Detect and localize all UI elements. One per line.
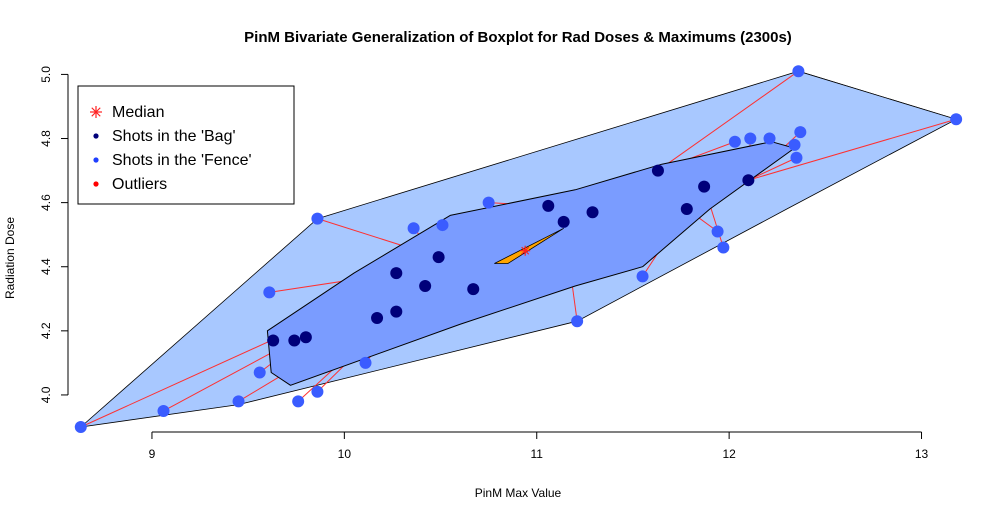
fence-point: [157, 404, 170, 417]
x-axis: 9 10 11 12 13: [149, 431, 929, 461]
fence-point: [74, 421, 87, 433]
bag-point: [542, 199, 555, 212]
bag-point: [432, 251, 445, 264]
fence-point: [794, 126, 807, 139]
asterisk-stroke: [521, 246, 530, 255]
x-tick-label: 9: [149, 447, 156, 461]
legend: Median Shots in the 'Bag' Shots in the '…: [77, 85, 295, 205]
fence-point: [711, 225, 724, 238]
fence-point: [950, 113, 963, 126]
y-axis: 4.0 4.2 4.4 4.6 4.8 5.0: [39, 66, 69, 403]
bag-point: [299, 331, 312, 344]
y-axis-label: Radiation Dose: [3, 217, 17, 299]
fence-point: [717, 241, 730, 254]
fence-point: [311, 212, 324, 225]
bag-point: [419, 279, 432, 292]
y-tick-label: 4.2: [39, 322, 53, 339]
bag-point: [557, 215, 570, 228]
bag-point: [586, 206, 599, 219]
fence-points: [74, 65, 963, 433]
bag-point: [742, 174, 755, 187]
legend-median-marker: [90, 106, 102, 118]
fence-point: [311, 385, 324, 398]
fence-point: [788, 138, 801, 151]
fence-line: [657, 70, 799, 171]
fence-line: [80, 340, 272, 428]
bag-point: [467, 283, 480, 296]
fence-point: [744, 132, 757, 145]
legend-fence-dot: [93, 157, 99, 163]
x-tick-label: 13: [915, 447, 929, 461]
bag-point: [390, 305, 403, 318]
legend-label-outliers: Outliers: [112, 176, 167, 193]
y-tick-label: 4.6: [39, 194, 53, 211]
fence-point: [359, 356, 372, 369]
fence-point: [790, 151, 803, 164]
y-tick-label: 4.4: [39, 258, 53, 275]
legend-entry-outliers: Outliers: [93, 176, 167, 193]
fence-point: [482, 196, 495, 209]
fence-point: [636, 270, 649, 283]
legend-label-fence: Shots in the 'Fence': [112, 152, 252, 169]
fence-line: [748, 157, 797, 181]
bag-point: [680, 203, 693, 216]
asterisk-stroke: [91, 107, 101, 117]
legend-box: [77, 85, 295, 205]
bag-point: [267, 334, 280, 347]
fence-point: [728, 135, 741, 148]
y-tick-label: 4.8: [39, 130, 53, 147]
bag-point: [698, 180, 711, 193]
fence-point: [763, 132, 776, 145]
x-tick-label: 10: [338, 447, 352, 461]
fence-line: [748, 118, 957, 181]
bag-point: [288, 334, 301, 347]
x-tick-label: 12: [722, 447, 736, 461]
x-tick-label: 11: [531, 447, 544, 461]
legend-label-median: Median: [112, 104, 164, 121]
plot-area: [74, 65, 963, 433]
bag-points: [267, 164, 755, 347]
y-tick-label: 5.0: [39, 66, 53, 83]
fence-point: [792, 65, 805, 78]
fence-point: [436, 219, 449, 232]
fence-point: [292, 395, 305, 408]
legend-entry-bag: Shots in the 'Bag': [93, 128, 236, 145]
legend-entry-fence: Shots in the 'Fence': [93, 152, 252, 169]
legend-outlier-dot: [93, 181, 99, 187]
legend-bag-dot: [93, 133, 99, 139]
bag-point: [390, 267, 403, 280]
fence-point: [407, 222, 420, 235]
fence-point: [232, 395, 245, 408]
x-axis-label: PinM Max Value: [475, 486, 562, 500]
bag-point: [371, 312, 384, 325]
bag-point: [651, 164, 664, 177]
legend-entry-median: Median: [90, 104, 164, 121]
legend-label-bag: Shots in the 'Bag': [112, 128, 236, 145]
median-region: [494, 227, 564, 264]
fence-point: [263, 286, 276, 299]
y-tick-label: 4.0: [39, 386, 53, 403]
fence-point: [253, 366, 266, 379]
chart-title: PinM Bivariate Generalization of Boxplot…: [244, 29, 792, 46]
median-marker: [520, 245, 531, 256]
fence-point: [571, 315, 584, 328]
